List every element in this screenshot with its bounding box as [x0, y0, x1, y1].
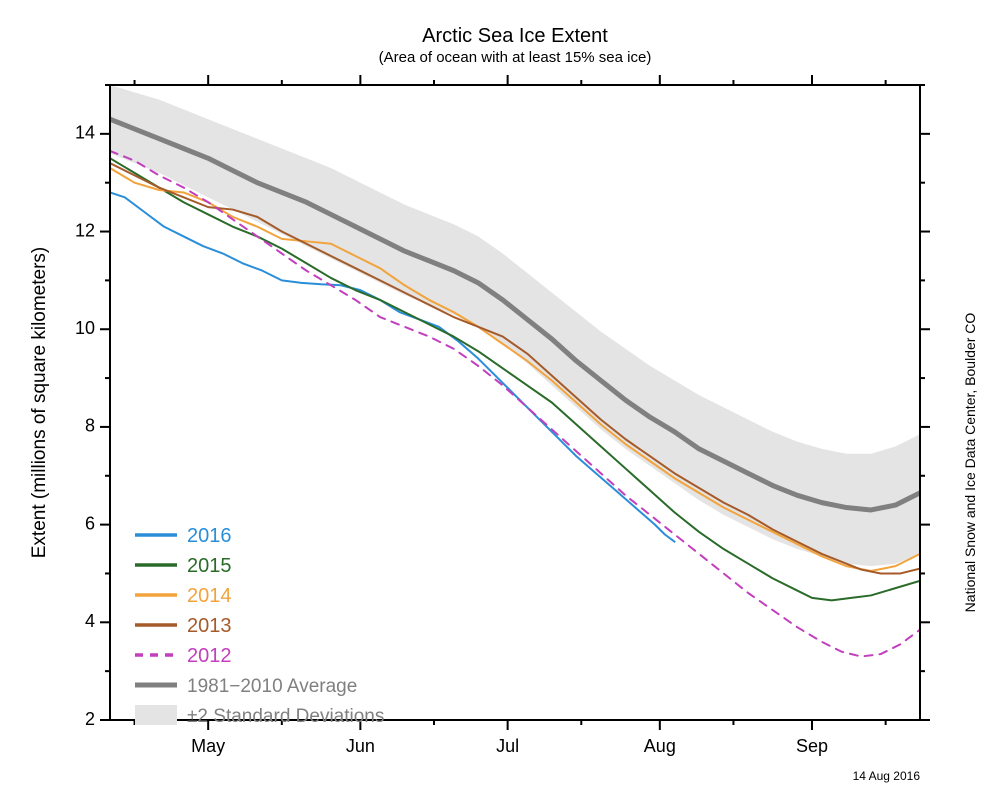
legend-label-band: ±2 Standard Deviations	[187, 706, 384, 727]
ytick-label: 4	[85, 611, 95, 631]
ytick-label: 6	[85, 513, 95, 533]
chart-container: { "chart": { "type": "line", "title": "A…	[0, 0, 1000, 800]
attribution-label: National Snow and Ice Data Center, Bould…	[962, 313, 978, 613]
legend-label-2015: 2015	[187, 555, 232, 577]
xtick-label: Sep	[796, 736, 828, 756]
ytick-label: 12	[75, 220, 95, 240]
xtick-label: Jul	[496, 736, 519, 756]
ytick-label: 10	[75, 318, 95, 338]
xtick-label: May	[191, 736, 225, 756]
legend-label-average: 1981−2010 Average	[187, 676, 357, 697]
ytick-label: 14	[75, 123, 95, 143]
legend-label-2016: 2016	[187, 525, 232, 547]
legend-label-2013: 2013	[187, 615, 232, 637]
chart-title: Arctic Sea Ice Extent	[422, 25, 608, 47]
ytick-label: 8	[85, 416, 95, 436]
legend-label-2012: 2012	[187, 645, 232, 667]
legend-label-2014: 2014	[187, 585, 232, 607]
legend-swatch-band	[135, 705, 177, 725]
xtick-label: Jun	[346, 736, 375, 756]
date-stamp: 14 Aug 2016	[853, 769, 921, 783]
chart-svg: 2 4 6 8 10 12 14 May Jun Jul Aug Sep Arctic Sea Ice …	[0, 0, 1000, 800]
chart-subtitle: (Area of ocean with at least 15% sea ice…	[379, 49, 652, 66]
xtick-label: Aug	[644, 736, 676, 756]
ytick-label: 2	[85, 709, 95, 729]
y-axis-label: Extent (millions of square kilometers)	[29, 247, 50, 559]
